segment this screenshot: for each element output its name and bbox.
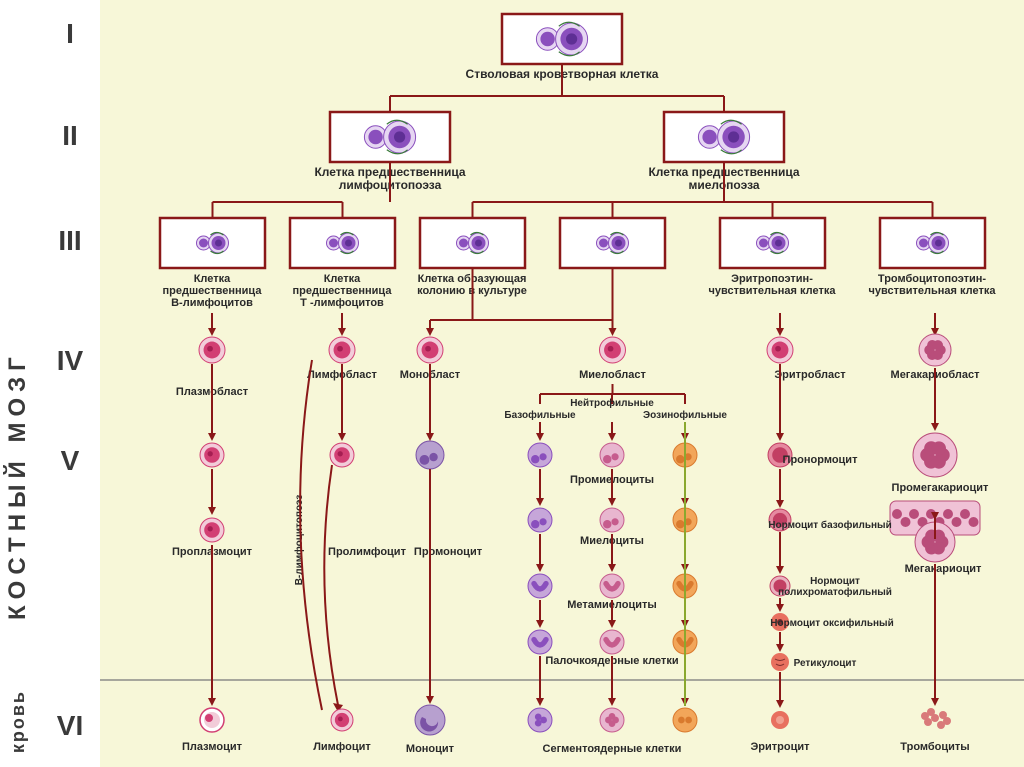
svg-text:В-лимфоцитов: В-лимфоцитов — [171, 297, 253, 309]
diagram-area: Стволовая кроветворная клеткаКлетка пред… — [100, 0, 1024, 767]
svg-text:Пролимфоцит: Пролимфоцит — [328, 546, 407, 558]
svg-text:Клетка: Клетка — [324, 273, 361, 285]
svg-text:Эозинофильные: Эозинофильные — [643, 409, 727, 421]
svg-text:Нормоцит базофильный: Нормоцит базофильный — [768, 519, 891, 531]
svg-text:чувствительная клетка: чувствительная клетка — [709, 285, 837, 297]
svg-text:Лимфоцит: Лимфоцит — [313, 741, 371, 753]
svg-text:чувствительная клетка: чувствительная клетка — [869, 285, 997, 297]
svg-text:Мегакариоцит: Мегакариоцит — [905, 563, 982, 575]
stage-6: VI — [40, 710, 100, 742]
svg-text:предшественница: предшественница — [293, 285, 393, 297]
svg-text:Плазмоцит: Плазмоцит — [182, 741, 243, 753]
svg-text:Промегакариоцит: Промегакариоцит — [892, 482, 990, 494]
svg-text:Т -лимфоцитов: Т -лимфоцитов — [300, 297, 384, 309]
stage-3: III — [40, 225, 100, 257]
svg-text:предшественница: предшественница — [163, 285, 263, 297]
svg-text:Базофильные: Базофильные — [504, 409, 576, 421]
stage-1: I — [40, 18, 100, 50]
stage-2: II — [40, 120, 100, 152]
svg-text:Нормоцит: Нормоцит — [810, 576, 860, 587]
svg-text:Эритроцит: Эритроцит — [750, 741, 810, 753]
svg-text:Миелобласт: Миелобласт — [579, 369, 646, 381]
page: I II III IV V VI КОСТНЫЙ МОЗГ кровь Ство… — [0, 0, 1024, 767]
stage-5: V — [40, 445, 100, 477]
svg-text:Тромбоцитопоэтин-: Тромбоцитопоэтин- — [878, 273, 987, 285]
svg-text:Пронормоцит: Пронормоцит — [783, 454, 859, 466]
svg-text:Сегментоядерные клетки: Сегментоядерные клетки — [543, 743, 682, 755]
svg-text:Клетка: Клетка — [194, 273, 231, 285]
svg-text:Ретикулоцит: Ретикулоцит — [794, 658, 857, 669]
stage-4: IV — [40, 345, 100, 377]
svg-text:полихроматофильный: полихроматофильный — [778, 586, 892, 598]
svg-text:Нормоцит оксифильный: Нормоцит оксифильный — [770, 617, 893, 629]
svg-text:Эритробласт: Эритробласт — [774, 369, 846, 381]
svg-text:Эритропоэтин-: Эритропоэтин- — [731, 273, 813, 285]
side-blood: кровь — [8, 690, 29, 753]
side-bone-marrow: КОСТНЫЙ МОЗГ — [4, 100, 32, 620]
diagram-svg: Стволовая кроветворная клеткаКлетка пред… — [100, 0, 1024, 767]
svg-text:Промоноцит: Промоноцит — [414, 546, 483, 558]
svg-text:Тромбоциты: Тромбоциты — [900, 741, 969, 753]
svg-text:Нейтрофильные: Нейтрофильные — [570, 397, 654, 409]
svg-text:Моноцит: Моноцит — [406, 743, 455, 755]
